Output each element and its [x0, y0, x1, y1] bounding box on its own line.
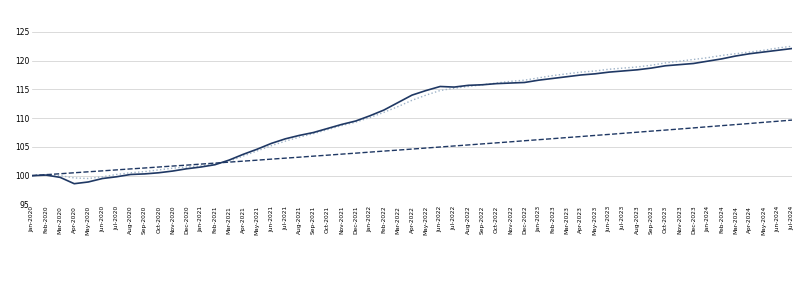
PCEPI: [126, 173, 135, 176]
2-percent: [210, 161, 220, 165]
PCEPI: [322, 127, 332, 130]
Core PCEPI: [126, 171, 135, 175]
Core PCEPI: [182, 165, 192, 169]
Core PCEPI: [717, 54, 726, 57]
2-percent: [112, 168, 122, 172]
Core PCEPI: [27, 174, 37, 178]
Line: 2-percent: 2-percent: [32, 120, 792, 176]
PCEPI: [224, 158, 234, 162]
2-percent: [702, 125, 712, 128]
PCEPI: [787, 47, 797, 50]
2-percent: [168, 164, 178, 168]
PCEPI: [773, 48, 782, 52]
PCEPI: [717, 57, 726, 61]
2-percent: [787, 118, 797, 122]
Line: Core PCEPI: Core PCEPI: [32, 46, 792, 178]
Core PCEPI: [787, 44, 797, 48]
PCEPI: [27, 174, 37, 178]
2-percent: [773, 119, 782, 123]
PCEPI: [182, 167, 192, 171]
Core PCEPI: [322, 128, 332, 131]
Line: PCEPI: PCEPI: [32, 48, 792, 184]
PCEPI: [70, 182, 79, 185]
Core PCEPI: [773, 46, 782, 50]
Core PCEPI: [83, 177, 93, 180]
2-percent: [309, 154, 318, 158]
Core PCEPI: [224, 159, 234, 163]
2-percent: [27, 174, 37, 178]
